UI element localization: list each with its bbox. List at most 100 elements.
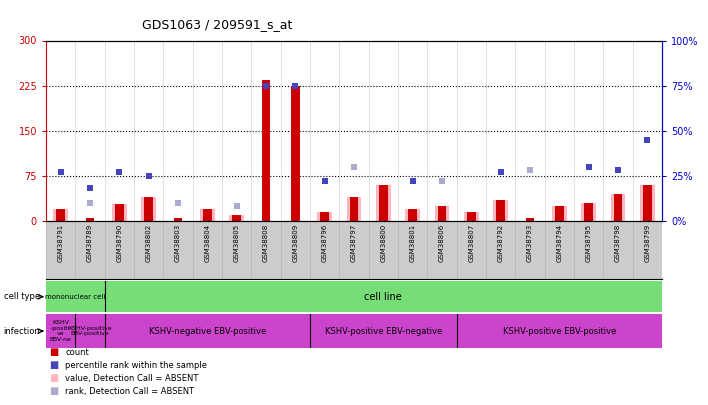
Bar [115,204,124,221]
Point [407,178,418,184]
Text: GSM38801: GSM38801 [410,224,416,262]
Text: GSM38798: GSM38798 [615,224,621,262]
Bar [438,206,447,221]
Text: GSM38803: GSM38803 [175,224,181,262]
Point [231,203,242,209]
Text: GSM38805: GSM38805 [234,224,240,262]
Point [114,169,125,175]
Bar [53,209,68,221]
Bar [75,314,105,348]
Point [55,169,67,175]
Bar [200,209,215,221]
Bar [142,197,156,221]
Text: GSM38800: GSM38800 [380,224,387,262]
Point [525,167,536,173]
Bar [457,314,662,348]
Bar [347,197,361,221]
Point [612,167,624,173]
Text: GSM38795: GSM38795 [586,224,592,262]
Bar [614,194,622,221]
Bar [464,212,479,221]
Text: GSM38802: GSM38802 [146,224,152,262]
Text: GSM38792: GSM38792 [498,224,503,262]
Point [407,178,418,184]
Text: GSM38791: GSM38791 [57,224,64,262]
Bar [144,197,153,221]
Bar [435,206,450,221]
Bar [320,212,329,221]
Bar [581,202,596,221]
Text: KSHV-negative EBV-positive: KSHV-negative EBV-positive [149,326,266,336]
Bar [173,218,183,221]
Text: percentile rank within the sample: percentile rank within the sample [65,361,207,370]
Bar [555,206,564,221]
Bar [46,314,75,348]
Bar [105,314,310,348]
Text: infection: infection [4,326,40,336]
Text: mononuclear cell: mononuclear cell [45,294,105,300]
Text: GSM38794: GSM38794 [556,224,562,262]
Text: GSM38809: GSM38809 [292,224,298,262]
Text: GSM38790: GSM38790 [116,224,122,262]
Bar [409,209,417,221]
Bar [467,212,476,221]
Text: GDS1063 / 209591_s_at: GDS1063 / 209591_s_at [142,18,292,31]
Point [495,169,506,175]
Bar [584,202,593,221]
Point [84,185,96,192]
Bar [291,85,299,221]
Text: GSM38804: GSM38804 [205,224,210,262]
Text: GSM38796: GSM38796 [321,224,328,262]
Bar [262,79,270,221]
Point [172,200,183,206]
Bar [376,185,391,221]
Bar [46,281,105,312]
Bar [640,185,655,221]
Point [348,163,360,170]
Text: ■: ■ [50,373,59,383]
Point [143,173,154,179]
Bar [317,212,332,221]
Bar [496,200,505,221]
Bar [86,218,94,221]
Bar [203,209,212,221]
Text: KSHV
-positi
ve
EBV-ne: KSHV -positi ve EBV-ne [50,320,72,342]
Text: GSM38797: GSM38797 [351,224,357,262]
Point [641,136,653,143]
Bar [610,194,625,221]
Text: GSM38807: GSM38807 [468,224,474,262]
Text: cell type: cell type [4,292,40,301]
Text: ■: ■ [50,360,59,370]
Bar [57,209,65,221]
Point [583,163,594,170]
Point [319,178,331,184]
Text: GSM38808: GSM38808 [263,224,269,262]
Bar [493,200,508,221]
Point [261,82,272,89]
Bar [112,204,127,221]
Point [84,200,96,206]
Text: rank, Detection Call = ABSENT: rank, Detection Call = ABSENT [65,387,194,396]
Bar [552,206,566,221]
Text: KSHV-positive EBV-positive: KSHV-positive EBV-positive [503,326,616,336]
Text: KSHV-positive EBV-negative: KSHV-positive EBV-negative [325,326,442,336]
Text: GSM38806: GSM38806 [439,224,445,262]
Text: ■: ■ [50,347,59,357]
Bar [643,185,652,221]
Text: cell line: cell line [365,292,402,302]
Bar [379,185,388,221]
Point [436,178,447,184]
Text: value, Detection Call = ABSENT: value, Detection Call = ABSENT [65,374,198,383]
Bar [232,215,241,221]
Text: KSHV-positive
EBV-positive: KSHV-positive EBV-positive [68,326,112,337]
Text: GSM38789: GSM38789 [87,224,93,262]
Bar [525,218,535,221]
Bar [405,209,420,221]
Point [290,82,301,89]
Bar [350,197,358,221]
Text: count: count [65,348,89,357]
Bar [229,215,244,221]
Text: GSM38793: GSM38793 [527,224,533,262]
Text: GSM38799: GSM38799 [644,224,651,262]
Bar [310,314,457,348]
